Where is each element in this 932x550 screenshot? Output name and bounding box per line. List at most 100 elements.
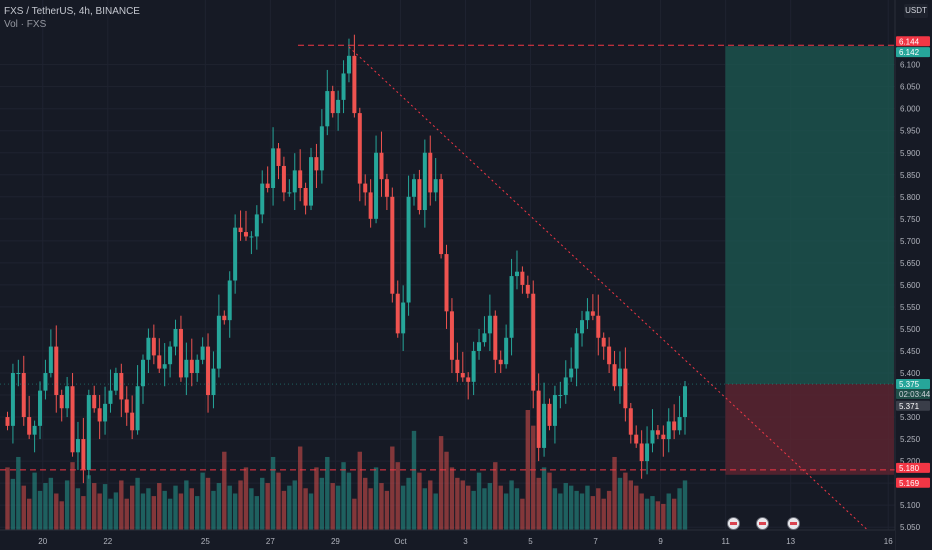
volume-bar — [558, 493, 563, 530]
candle — [677, 417, 682, 431]
volume-bar — [195, 496, 200, 530]
candle — [281, 165, 286, 193]
candle — [113, 373, 118, 391]
candle — [233, 227, 238, 281]
volume-bar — [54, 493, 59, 530]
volume-bar — [341, 462, 346, 530]
volume-bar — [487, 483, 493, 530]
volume-bar — [48, 477, 54, 530]
y-tick-label: 6.050 — [900, 83, 921, 92]
volume-bar — [135, 477, 140, 530]
candle — [21, 373, 26, 418]
candle — [433, 179, 438, 193]
candle — [590, 311, 595, 316]
profit-zone — [725, 46, 894, 385]
candle — [617, 368, 622, 387]
candle — [417, 179, 422, 211]
candle — [130, 412, 135, 431]
candle — [189, 359, 194, 374]
volume-bar — [531, 425, 536, 530]
candle — [514, 271, 519, 277]
x-tick-label: Oct — [394, 537, 407, 546]
candle — [162, 364, 167, 369]
volume-bar — [671, 498, 677, 530]
volume-bar — [449, 467, 455, 530]
candle — [623, 368, 628, 409]
us-flag-event-icon[interactable] — [727, 517, 740, 530]
candle — [639, 443, 644, 462]
candle — [38, 390, 43, 426]
volume-bar — [428, 480, 433, 530]
candle — [509, 276, 514, 338]
target-price-label: 6.142 — [899, 48, 920, 57]
candle — [449, 311, 454, 360]
volume-bar — [325, 456, 330, 530]
countdown-label-tag — [896, 389, 930, 400]
candle — [292, 170, 297, 193]
volume-bar — [628, 480, 633, 530]
currency-badge[interactable]: USDT — [904, 4, 928, 18]
volume-bar — [232, 493, 238, 530]
volume-bar — [178, 493, 184, 530]
volume-bar — [113, 492, 119, 530]
y-tick-label: 5.900 — [900, 149, 921, 158]
candle — [422, 152, 427, 211]
candle — [65, 386, 70, 409]
volume-bar — [92, 483, 97, 530]
candle — [406, 196, 411, 303]
volume-bar — [265, 483, 270, 530]
candle — [211, 368, 216, 396]
volume-bar — [655, 501, 661, 530]
candle — [92, 395, 97, 409]
candle — [216, 315, 221, 369]
candle — [655, 430, 660, 435]
candle — [168, 346, 173, 365]
candle — [319, 126, 324, 171]
volume-bar — [525, 410, 531, 530]
candle — [471, 350, 476, 382]
candle — [596, 315, 601, 338]
volume-bar — [606, 490, 612, 530]
candle — [547, 403, 552, 426]
candle — [542, 403, 547, 448]
candle — [330, 91, 335, 114]
volume-bar — [281, 490, 287, 530]
volume-bar — [303, 488, 308, 530]
candle — [86, 395, 91, 470]
us-flag-event-icon[interactable] — [787, 517, 800, 530]
volume-bar — [64, 480, 70, 530]
candle — [401, 302, 406, 334]
y-tick-label: 5.550 — [900, 303, 921, 312]
support-price-label: 5.180 — [899, 464, 920, 473]
candle — [10, 373, 15, 426]
candle — [428, 152, 433, 193]
candle — [455, 359, 460, 374]
volume-bar — [406, 477, 411, 530]
volume-bar — [623, 472, 628, 530]
volume-bar — [585, 485, 590, 530]
volume-bar — [503, 493, 509, 530]
candle — [569, 368, 574, 378]
us-flag-event-icon[interactable] — [756, 517, 769, 530]
volume-bar — [482, 488, 487, 530]
candle — [395, 293, 400, 334]
volume-bar — [601, 498, 606, 530]
candle — [309, 157, 314, 206]
volume-bar — [677, 488, 682, 530]
y-tick-label: 5.950 — [900, 127, 921, 136]
price-axis — [895, 0, 932, 550]
candle — [525, 284, 530, 294]
candle — [70, 386, 75, 453]
volume-bar — [596, 488, 601, 530]
volume-bar — [151, 496, 157, 530]
volume-bar — [357, 451, 362, 530]
candle — [303, 187, 308, 206]
volume-bar — [119, 480, 124, 530]
volume-bar — [10, 478, 16, 530]
volume-bar — [417, 472, 422, 530]
y-tick-label: 5.800 — [900, 193, 921, 202]
candle — [227, 280, 232, 321]
volume-bar — [243, 467, 249, 530]
candle — [683, 386, 687, 418]
